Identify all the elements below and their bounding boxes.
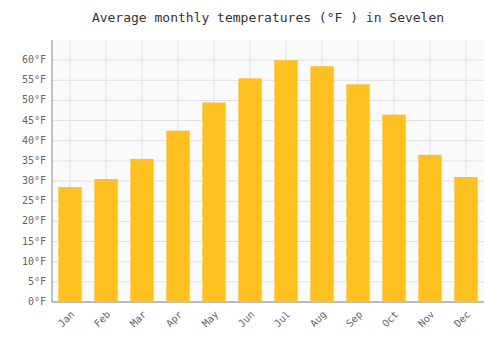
y-tick-label: 45°F — [22, 115, 46, 126]
x-tick-label: Feb — [92, 309, 113, 330]
x-tick-label: Oct — [380, 309, 401, 330]
y-grid-line — [52, 80, 484, 81]
chart-container: 0°F 5°F 10°F 15°F 20°F 25°F 30°F 35°F 40°F 45°F 50… — [0, 0, 500, 350]
bar — [166, 131, 189, 302]
bar — [418, 155, 441, 302]
bar — [238, 78, 261, 302]
y-tick-label: 15°F — [22, 236, 46, 247]
x-tick-label: Nov — [416, 309, 437, 330]
y-tick-label: 5°F — [28, 276, 46, 287]
y-tick-label: 30°F — [22, 175, 46, 186]
y-tick-label: 10°F — [22, 256, 46, 267]
x-tick-label: Dec — [452, 309, 473, 330]
bar — [130, 159, 153, 302]
x-tick-label: Mar — [128, 309, 149, 330]
y-grid-line — [52, 100, 484, 101]
y-axis-line — [52, 40, 53, 302]
y-tick-label: 20°F — [22, 215, 46, 226]
bar — [94, 179, 117, 302]
y-tick-label: 35°F — [22, 155, 46, 166]
x-tick-label: May — [200, 309, 221, 330]
x-tick-label: Jan — [56, 309, 77, 330]
bar — [274, 60, 297, 302]
x-tick-label: Sep — [344, 309, 365, 330]
y-grid-line — [52, 140, 484, 141]
y-tick-label: 40°F — [22, 135, 46, 146]
plot-background — [52, 40, 484, 302]
chart-title: Average monthly temperatures (°F ) in Se… — [92, 10, 444, 25]
y-tick-label: 25°F — [22, 195, 46, 206]
x-tick-label: Aug — [308, 309, 329, 330]
y-grid-line — [52, 120, 484, 121]
bar — [454, 177, 477, 302]
y-tick-label: 0°F — [28, 296, 46, 307]
y-tick-label: 60°F — [22, 54, 46, 65]
bar — [346, 84, 369, 302]
grid — [52, 40, 484, 302]
chart-svg: 0°F 5°F 10°F 15°F 20°F 25°F 30°F 35°F 40°F 45°F 50… — [0, 0, 500, 350]
y-grid-line — [52, 60, 484, 61]
x-tick-label: Apr — [164, 309, 185, 330]
bar — [310, 66, 333, 302]
bar — [58, 187, 81, 302]
x-tick-label: Jun — [236, 309, 257, 330]
bars — [58, 60, 477, 302]
y-tick-label: 55°F — [22, 74, 46, 85]
y-tick-label: 50°F — [22, 94, 46, 105]
axes: 0°F 5°F 10°F 15°F 20°F 25°F 30°F 35°F 40°F 45°F 50… — [22, 40, 484, 329]
bar — [202, 102, 225, 302]
x-tick-label: Jul — [272, 309, 293, 330]
bar — [382, 115, 405, 302]
